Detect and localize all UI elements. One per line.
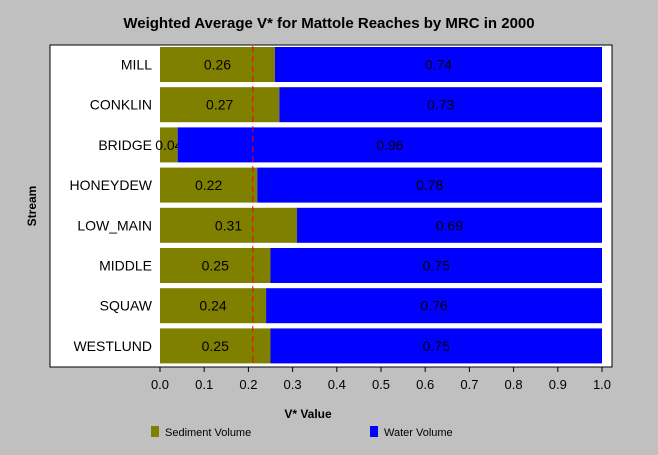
x-tick-label: 0.7	[460, 377, 478, 392]
x-tick-label: 0.3	[284, 377, 302, 392]
data-label-middle-water-volume: 0.75	[423, 258, 450, 274]
data-label-conklin-sediment-volume: 0.27	[206, 97, 233, 113]
x-tick-label: 0.4	[328, 377, 346, 392]
bar-mill-sediment-volume	[160, 47, 275, 82]
x-tick-label: 0.2	[239, 377, 257, 392]
category-label-mill: MILL	[121, 57, 152, 73]
x-tick-label: 0.0	[151, 377, 169, 392]
legend: Sediment Volume Water Volume	[151, 426, 453, 439]
category-label-middle: MIDDLE	[99, 258, 152, 274]
data-label-conklin-water-volume: 0.73	[427, 97, 454, 113]
category-labels: MILL CONKLIN BRIDGE HONEYDEW LOW_MAIN MIDDLE S…	[70, 57, 153, 354]
data-label-mill-sediment-volume: 0.26	[204, 57, 231, 73]
data-label-honeydew-water-volume: 0.78	[416, 177, 443, 193]
legend-swatch-water-volume	[370, 426, 378, 437]
x-tick-label: 1.0	[593, 377, 611, 392]
category-label-honeydew: HONEYDEW	[70, 177, 153, 193]
bar-low-main-water-volume	[297, 207, 602, 243]
category-label-squaw: SQUAW	[100, 298, 153, 314]
data-label-mill-water-volume: 0.74	[425, 57, 452, 73]
data-label-bridge-water-volume: 0.96	[376, 137, 403, 153]
bar-middle-water-volume	[270, 248, 602, 283]
bar-squaw-water-volume	[266, 288, 602, 324]
category-label-conklin: CONKLIN	[90, 97, 152, 113]
x-tick-label: 0.5	[372, 377, 390, 392]
bar-conklin-water-volume	[279, 87, 602, 123]
bar-honeydew-sediment-volume	[160, 167, 258, 203]
bar-westlund-sediment-volume	[160, 328, 271, 364]
data-label-low-main-water-volume: 0.69	[436, 217, 463, 233]
category-label-low-main: LOW_MAIN	[77, 217, 152, 233]
data-label-low-main-sediment-volume: 0.31	[215, 217, 242, 233]
bars-layer: 0.26 0.74 0.27 0.73 0.04 0.96 0.22 0.78 0.31 0.69…	[155, 47, 602, 364]
category-label-westlund: WESTLUND	[73, 338, 152, 354]
x-tick-label: 0.9	[549, 377, 567, 392]
x-tick-label: 0.8	[505, 377, 523, 392]
bar-bridge-sediment-volume	[160, 127, 178, 163]
chart-title: Weighted Average V* for Mattole Reaches …	[123, 15, 534, 32]
data-label-middle-sediment-volume: 0.25	[202, 258, 229, 274]
bar-middle-sediment-volume	[160, 248, 271, 283]
bar-honeydew-water-volume	[257, 167, 602, 203]
category-label-bridge: BRIDGE	[98, 137, 152, 153]
bar-bridge-water-volume	[177, 127, 602, 163]
legend-swatch-sediment-volume	[151, 426, 159, 437]
bar-conklin-sediment-volume	[160, 87, 280, 123]
data-label-bridge-sediment-volume: 0.04	[155, 137, 182, 153]
x-axis-ticks: 0.0 0.1 0.2 0.3 0.4 0.5 0.6 0.7 0.8 0.9 1.0	[151, 367, 611, 392]
data-label-squaw-water-volume: 0.76	[420, 298, 447, 314]
data-label-westlund-sediment-volume: 0.25	[202, 338, 229, 354]
x-tick-label: 0.6	[416, 377, 434, 392]
data-label-honeydew-sediment-volume: 0.22	[195, 177, 222, 193]
bar-low-main-sediment-volume	[160, 207, 298, 243]
x-tick-label: 0.1	[195, 377, 213, 392]
x-axis-title: V* Value	[284, 407, 332, 421]
legend-label-sediment-volume: Sediment Volume	[165, 427, 251, 439]
data-label-squaw-sediment-volume: 0.24	[199, 298, 226, 314]
data-label-westlund-water-volume: 0.75	[423, 338, 450, 354]
bar-westlund-water-volume	[270, 328, 602, 364]
bar-squaw-sediment-volume	[160, 288, 267, 324]
legend-label-water-volume: Water Volume	[384, 427, 453, 439]
bar-mill-water-volume	[274, 47, 602, 82]
y-axis-title: Stream	[25, 186, 39, 227]
